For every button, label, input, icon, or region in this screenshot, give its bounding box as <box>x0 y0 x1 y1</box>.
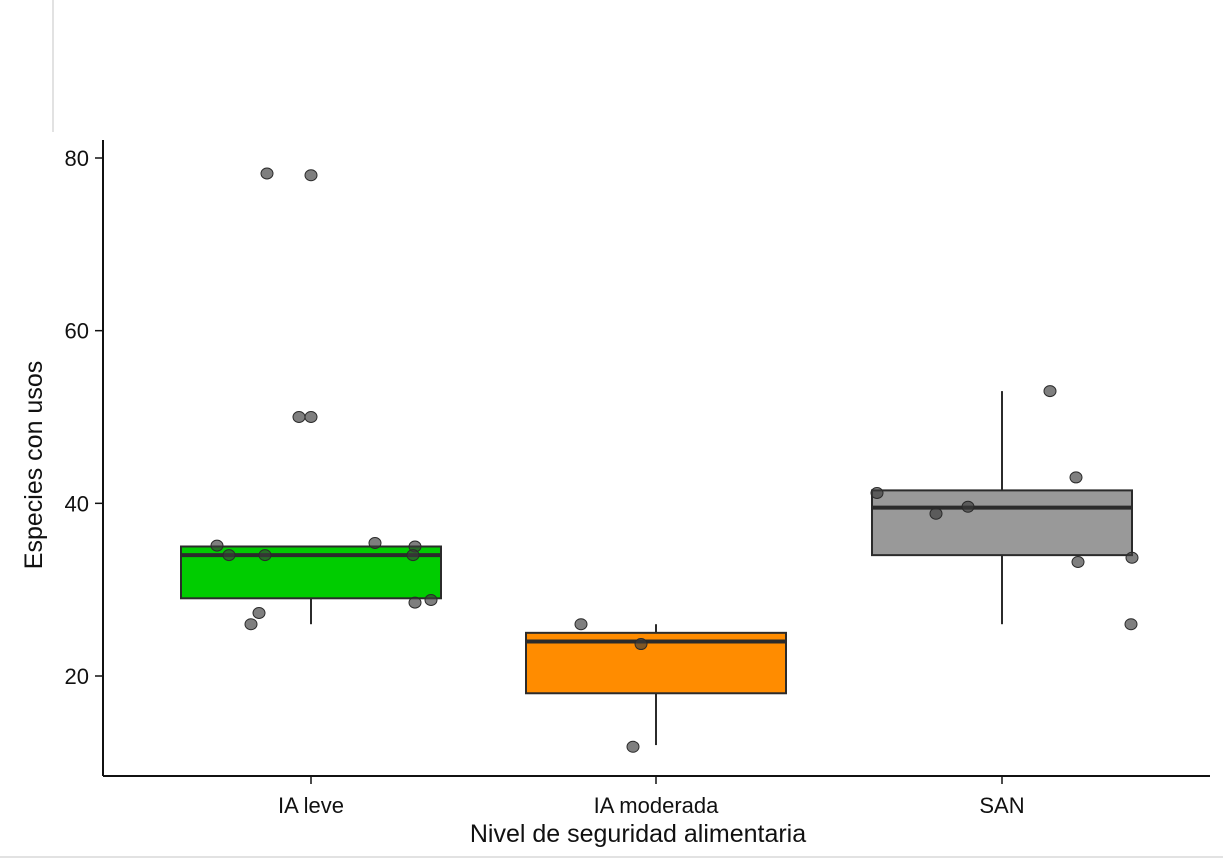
y-tick-label: 20 <box>65 664 89 689</box>
y-axis-title: Especies con usos <box>20 361 48 569</box>
data-point <box>260 167 274 180</box>
y-tick-label: 80 <box>65 146 89 171</box>
box-san <box>871 489 1133 557</box>
y-tick-label: 60 <box>65 319 89 344</box>
data-point <box>292 411 306 423</box>
data-point <box>574 618 588 631</box>
data-point <box>870 486 884 499</box>
data-point <box>1069 471 1083 484</box>
point-layer <box>210 167 1139 753</box>
data-point <box>222 549 236 562</box>
data-point <box>1043 385 1057 398</box>
data-point <box>961 500 975 513</box>
data-point <box>424 594 438 607</box>
data-point <box>626 740 640 753</box>
y-tick-label: 40 <box>65 491 89 516</box>
plot-axes: 20 40 60 80 IA leve IA moderada SAN <box>65 140 1210 818</box>
x-tick-label: IA leve <box>278 793 344 818</box>
data-point <box>368 537 382 550</box>
data-point <box>304 169 318 182</box>
data-point <box>210 539 224 552</box>
data-point <box>929 507 943 520</box>
data-point <box>244 618 258 631</box>
data-point <box>634 638 648 651</box>
data-point <box>252 606 266 619</box>
data-point <box>1125 551 1139 564</box>
x-axis-title: Nivel de seguridad alimentaria <box>470 820 806 848</box>
box-layer <box>180 391 1133 746</box>
data-point <box>408 596 422 609</box>
data-point <box>1124 618 1138 631</box>
data-point <box>304 411 318 423</box>
data-point <box>258 549 272 562</box>
data-point <box>406 549 420 562</box>
x-tick-label: SAN <box>979 793 1024 818</box>
data-point <box>1071 556 1085 569</box>
x-tick-label: IA moderada <box>594 793 720 818</box>
